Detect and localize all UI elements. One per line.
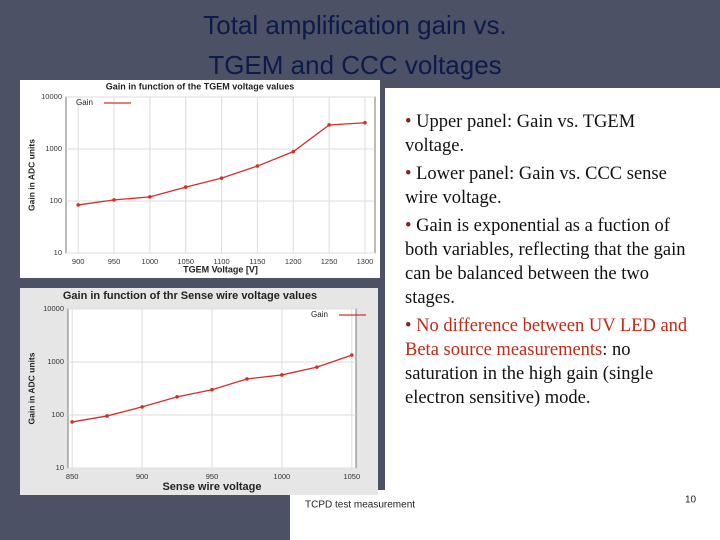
legend-label: Gain [76, 98, 93, 107]
data-point [210, 387, 214, 392]
data-point [363, 120, 367, 125]
bullet-text: : no saturation in the high gain (single… [405, 340, 654, 408]
data-point [245, 377, 249, 381]
chart-title: Gain in function of the TGEM voltage val… [106, 81, 295, 91]
bullet-highlight: No difference between UV LED and Beta so… [405, 316, 688, 360]
y-tick-label: 1000 [45, 144, 62, 153]
data-point [280, 373, 284, 377]
data-point [255, 164, 260, 168]
y-tick-label: 10000 [43, 304, 64, 313]
data-point [105, 414, 109, 418]
footer-panel [290, 490, 720, 540]
x-tick-label: 900 [72, 257, 85, 266]
x-tick-label: 850 [66, 472, 79, 481]
y-tick-label: 100 [51, 410, 64, 419]
x-axis-label: Sense wire voltage [162, 481, 261, 493]
data-point [148, 195, 152, 199]
y-tick-label: 10000 [41, 92, 62, 101]
bullet-text: Gain is exponential as a fuction of both… [405, 216, 686, 308]
data-point [76, 203, 80, 207]
y-tick-label: 100 [49, 196, 62, 205]
data-point [112, 198, 116, 202]
bullet: • No difference between UV LED and Beta … [405, 316, 688, 408]
bullet-text: Lower panel: Gain vs. CCC sense wire vol… [405, 164, 667, 208]
y-tick-label: 1000 [47, 357, 64, 366]
x-tick-label: 900 [136, 472, 149, 481]
legend-label: Gain [311, 310, 328, 319]
data-point [315, 365, 319, 369]
y-tick-label: 10 [56, 463, 64, 472]
x-tick-label: 1150 [249, 257, 265, 266]
chart-title: Gain in function of thr Sense wire volta… [63, 290, 317, 302]
y-axis-label: Gain in ADC units [26, 352, 36, 424]
x-tick-label: 1000 [274, 472, 291, 481]
data-point [350, 353, 354, 357]
x-axis-label: TGEM Voltage [V] [183, 264, 258, 274]
data-point [327, 123, 331, 127]
bullet: • Lower panel: Gain vs. CCC sense wire v… [405, 164, 667, 208]
data-point [70, 420, 74, 424]
slide-title: Total amplification gain vs. [203, 10, 506, 40]
data-point [140, 405, 144, 409]
text-panel [385, 88, 720, 540]
x-tick-label: 1100 [214, 257, 230, 266]
data-point [291, 149, 296, 154]
bullet-text: Upper panel: Gain vs. TGEM voltage. [405, 112, 636, 156]
y-tick-label: 10 [54, 248, 62, 257]
x-tick-label: 1300 [357, 257, 374, 266]
x-tick-label: 950 [206, 472, 219, 481]
bullet: • Gain is exponential as a fuction of bo… [405, 216, 686, 308]
y-axis-label: Gain in ADC units [26, 139, 36, 211]
data-point [183, 185, 188, 189]
page-number: 10 [685, 495, 697, 506]
x-tick-label: 1200 [285, 257, 302, 266]
x-tick-label: 1000 [142, 257, 159, 266]
bullet-list: • Upper panel: Gain vs. TGEM voltage. • … [405, 110, 695, 414]
slide-title: TGEM and CCC voltages [208, 50, 501, 80]
data-point [175, 395, 179, 399]
x-tick-label: 950 [108, 257, 121, 266]
bullet: • Upper panel: Gain vs. TGEM voltage. [405, 112, 636, 156]
x-tick-label: 1050 [177, 257, 194, 266]
footer: TCPD test measurement [305, 500, 415, 511]
x-tick-label: 1050 [343, 472, 360, 481]
x-tick-label: 1250 [321, 257, 338, 266]
data-point [219, 176, 224, 180]
charts: 900 950 1000 1050 1100 1150 1200 1250 1300 10 100 1… [26, 81, 376, 493]
